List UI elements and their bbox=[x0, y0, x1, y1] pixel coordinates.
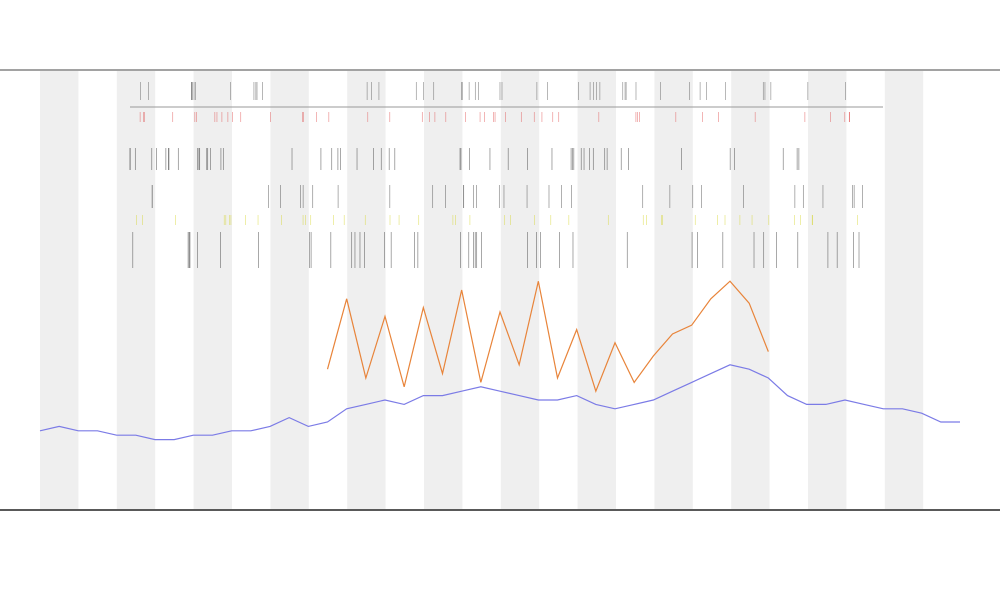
band bbox=[424, 71, 463, 509]
band bbox=[116, 71, 156, 509]
band bbox=[808, 71, 847, 509]
band bbox=[193, 71, 232, 509]
band bbox=[270, 71, 309, 509]
event-ticks bbox=[129, 82, 863, 268]
band bbox=[347, 71, 386, 509]
band bbox=[577, 71, 616, 509]
series-line bbox=[39, 364, 960, 441]
band bbox=[500, 71, 540, 509]
series-line bbox=[326, 280, 769, 394]
band bbox=[884, 71, 924, 509]
plot-area bbox=[39, 280, 960, 441]
band bbox=[40, 71, 79, 509]
band bbox=[654, 71, 693, 509]
background-bands bbox=[40, 71, 924, 509]
